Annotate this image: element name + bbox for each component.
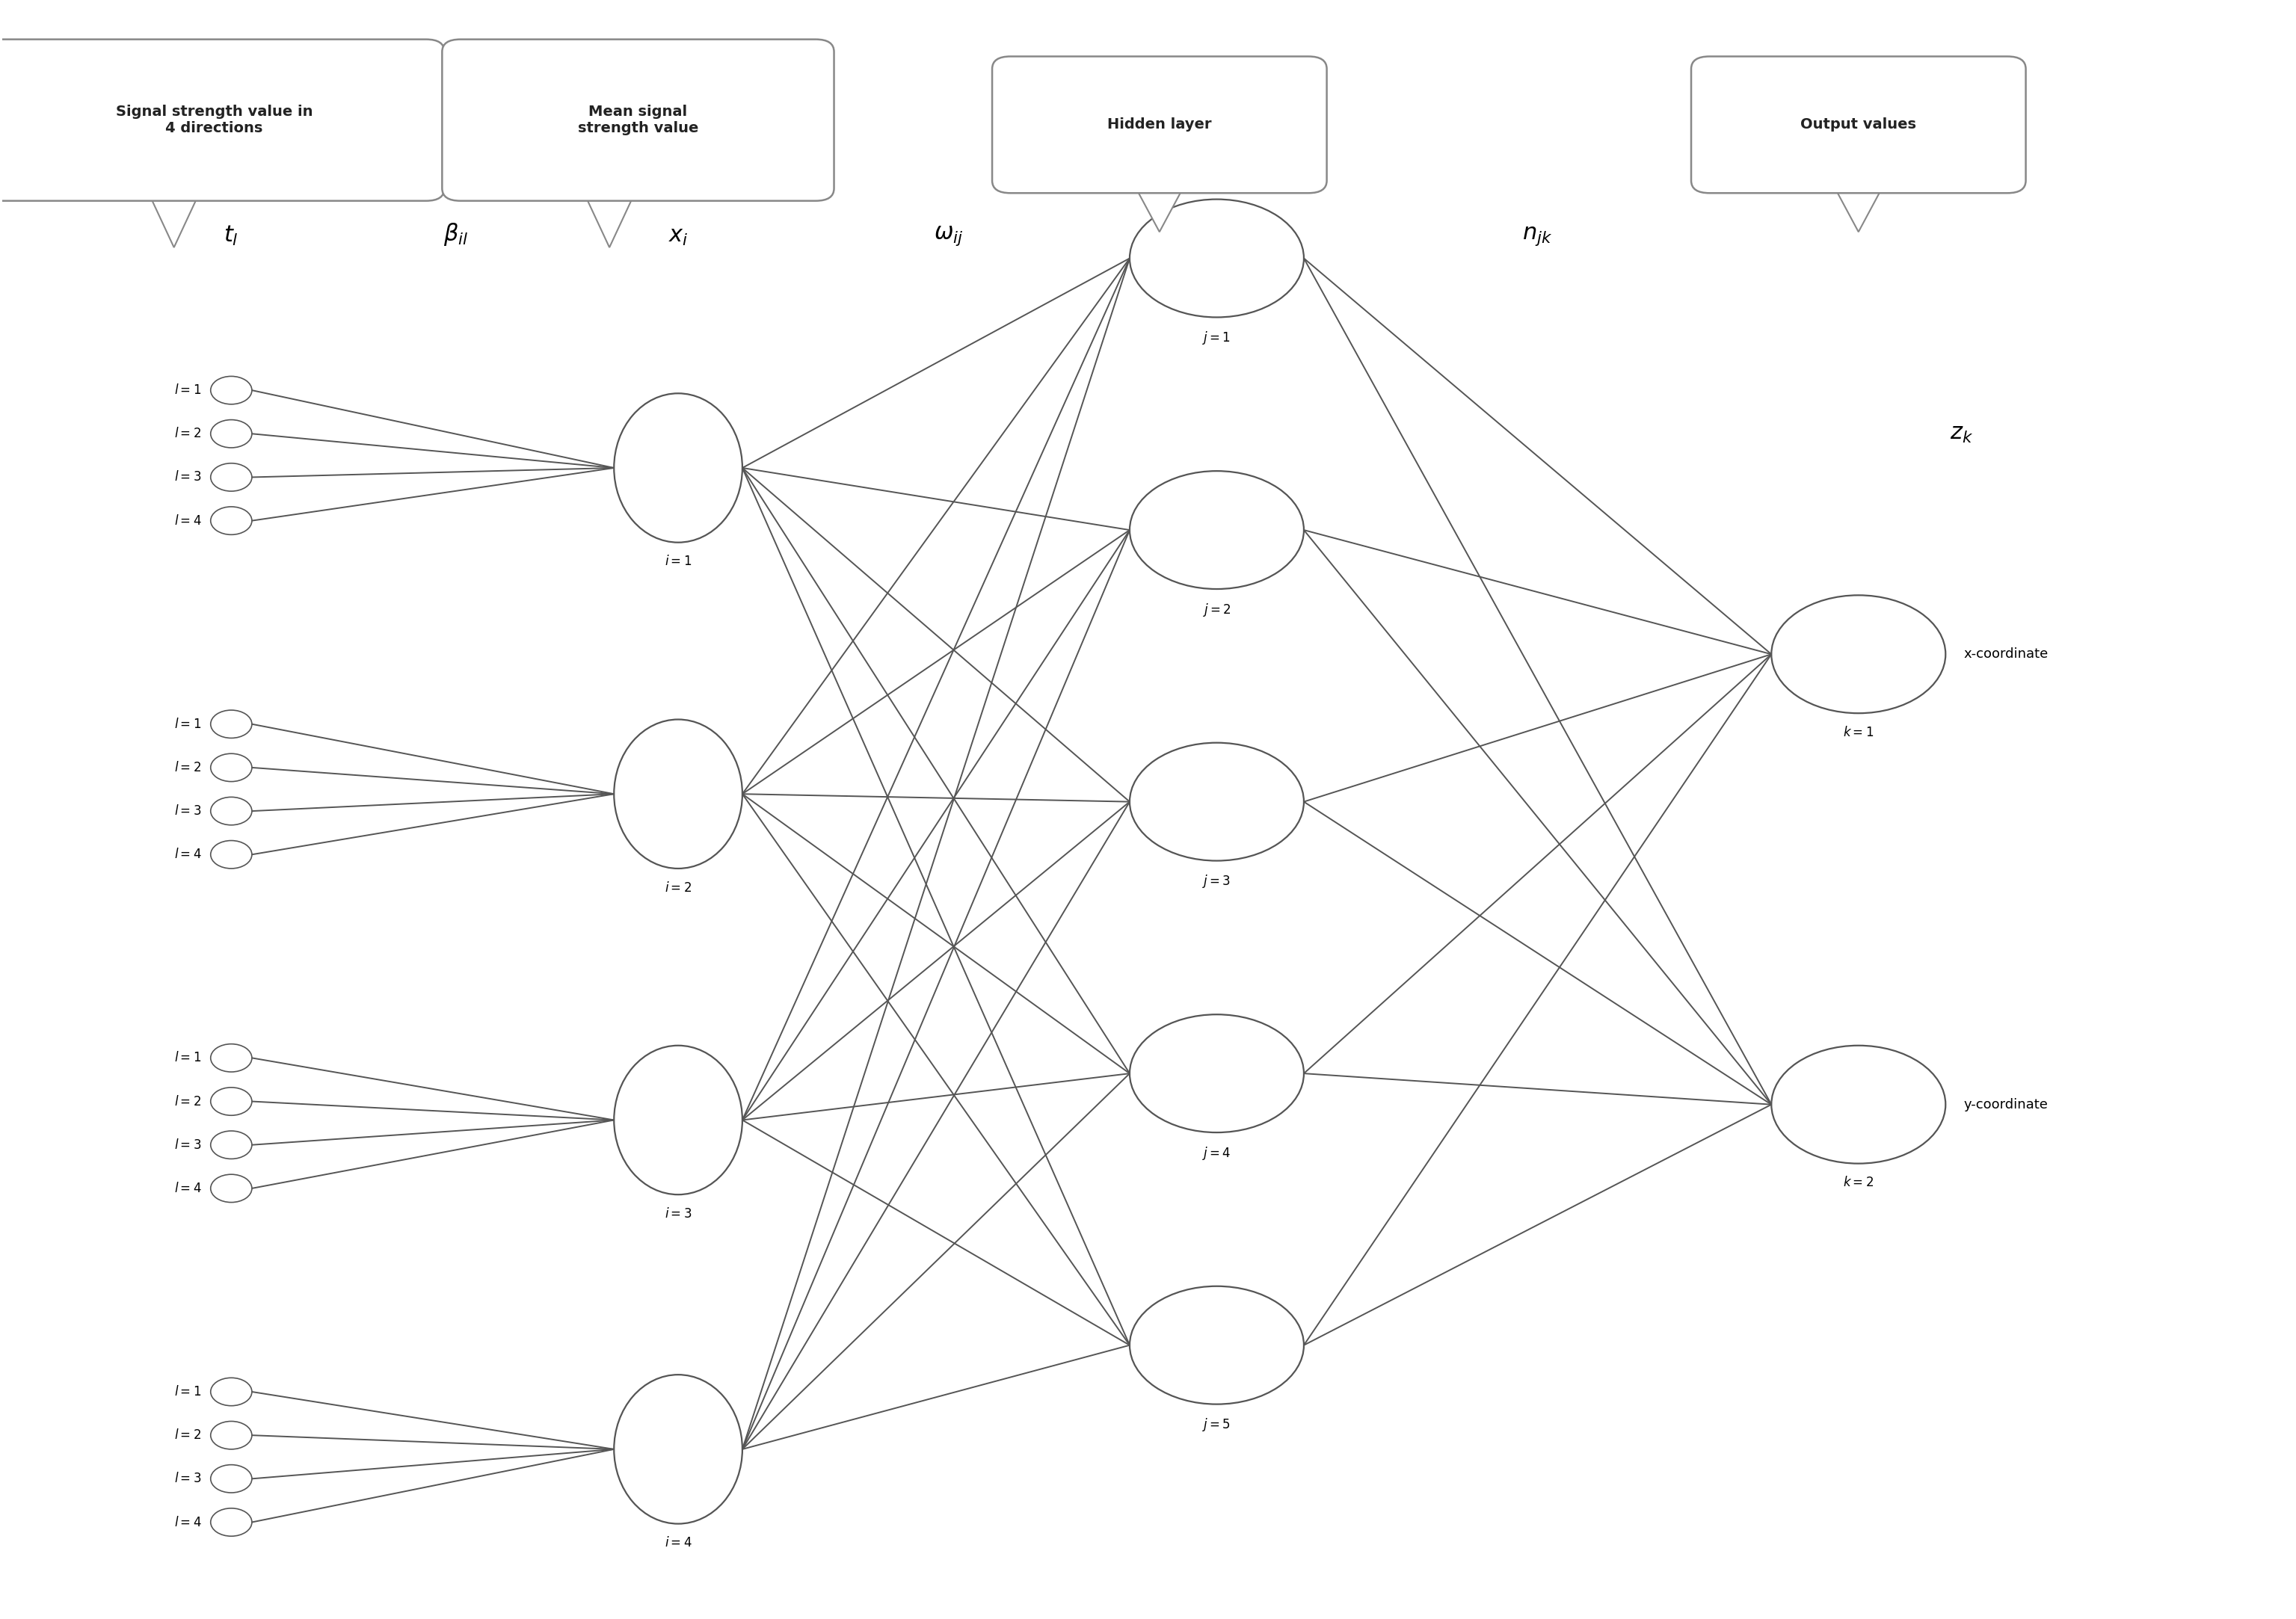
Polygon shape	[147, 188, 202, 248]
Circle shape	[211, 1421, 253, 1449]
Text: $l=3$: $l=3$	[174, 1138, 202, 1151]
Circle shape	[211, 797, 253, 826]
Text: Signal strength value in
4 directions: Signal strength value in 4 directions	[115, 105, 312, 136]
Text: $j=2$: $j=2$	[1203, 601, 1231, 618]
Text: $y_j$: $y_j$	[1208, 151, 1226, 173]
Text: $l=1$: $l=1$	[174, 1384, 202, 1399]
Text: $t_l$: $t_l$	[225, 223, 239, 248]
Text: $\omega_{ij}$: $\omega_{ij}$	[934, 225, 964, 248]
Ellipse shape	[613, 719, 742, 868]
Circle shape	[1130, 199, 1304, 317]
Polygon shape	[1830, 181, 1885, 232]
Polygon shape	[581, 188, 636, 248]
Circle shape	[211, 1132, 253, 1159]
Text: $i=1$: $i=1$	[664, 555, 691, 568]
Circle shape	[211, 1088, 253, 1115]
Text: $l=3$: $l=3$	[174, 471, 202, 484]
Circle shape	[211, 753, 253, 782]
Text: $x_i$: $x_i$	[668, 225, 689, 248]
Text: $j=3$: $j=3$	[1203, 873, 1231, 889]
Text: $l=4$: $l=4$	[174, 513, 202, 528]
FancyBboxPatch shape	[992, 57, 1327, 193]
Text: Mean signal
strength value: Mean signal strength value	[579, 105, 698, 136]
Text: Output values: Output values	[1800, 118, 1917, 131]
Polygon shape	[1132, 181, 1187, 232]
Circle shape	[211, 1465, 253, 1493]
Circle shape	[211, 711, 253, 738]
Text: $l=2$: $l=2$	[174, 1094, 202, 1107]
Ellipse shape	[613, 1046, 742, 1195]
Text: $n_{jk}$: $n_{jk}$	[1522, 225, 1552, 248]
Ellipse shape	[613, 393, 742, 542]
Text: $i=4$: $i=4$	[664, 1536, 691, 1549]
Text: $l=1$: $l=1$	[174, 717, 202, 730]
Circle shape	[1130, 471, 1304, 589]
FancyBboxPatch shape	[0, 39, 445, 201]
Text: $\beta_{il}$: $\beta_{il}$	[443, 222, 468, 248]
Circle shape	[211, 1378, 253, 1405]
FancyBboxPatch shape	[1692, 57, 2025, 193]
Circle shape	[211, 419, 253, 448]
Text: y-coordinate: y-coordinate	[1963, 1098, 2048, 1111]
Circle shape	[1130, 743, 1304, 861]
Text: $l=3$: $l=3$	[174, 805, 202, 818]
Text: $l=4$: $l=4$	[174, 1515, 202, 1528]
Text: $l=4$: $l=4$	[174, 848, 202, 861]
Circle shape	[211, 1044, 253, 1072]
Text: $k=1$: $k=1$	[1844, 725, 1874, 740]
Text: $j=4$: $j=4$	[1203, 1145, 1231, 1161]
Text: Hidden layer: Hidden layer	[1107, 118, 1212, 131]
Text: $j=1$: $j=1$	[1203, 330, 1231, 346]
Circle shape	[211, 463, 253, 491]
FancyBboxPatch shape	[443, 39, 833, 201]
Text: x-coordinate: x-coordinate	[1963, 648, 2048, 661]
Circle shape	[211, 1174, 253, 1203]
Circle shape	[1773, 596, 1945, 714]
Text: $l=2$: $l=2$	[174, 1428, 202, 1443]
Text: $l=1$: $l=1$	[174, 1051, 202, 1065]
Circle shape	[211, 507, 253, 534]
Circle shape	[211, 376, 253, 405]
Text: $i=3$: $i=3$	[664, 1208, 691, 1221]
Circle shape	[211, 1509, 253, 1536]
Circle shape	[1130, 1015, 1304, 1132]
Text: $l=4$: $l=4$	[174, 1182, 202, 1195]
Text: $i=2$: $i=2$	[666, 881, 691, 894]
Ellipse shape	[613, 1375, 742, 1523]
Text: $l=2$: $l=2$	[174, 761, 202, 774]
Text: $l=2$: $l=2$	[174, 427, 202, 440]
Circle shape	[1773, 1046, 1945, 1164]
Circle shape	[211, 840, 253, 868]
Text: $z_k$: $z_k$	[1949, 423, 1972, 445]
Text: $l=1$: $l=1$	[174, 384, 202, 397]
Circle shape	[1130, 1285, 1304, 1404]
Text: $j=5$: $j=5$	[1203, 1417, 1231, 1433]
Text: $l=3$: $l=3$	[174, 1472, 202, 1486]
Text: $k=2$: $k=2$	[1844, 1175, 1874, 1190]
